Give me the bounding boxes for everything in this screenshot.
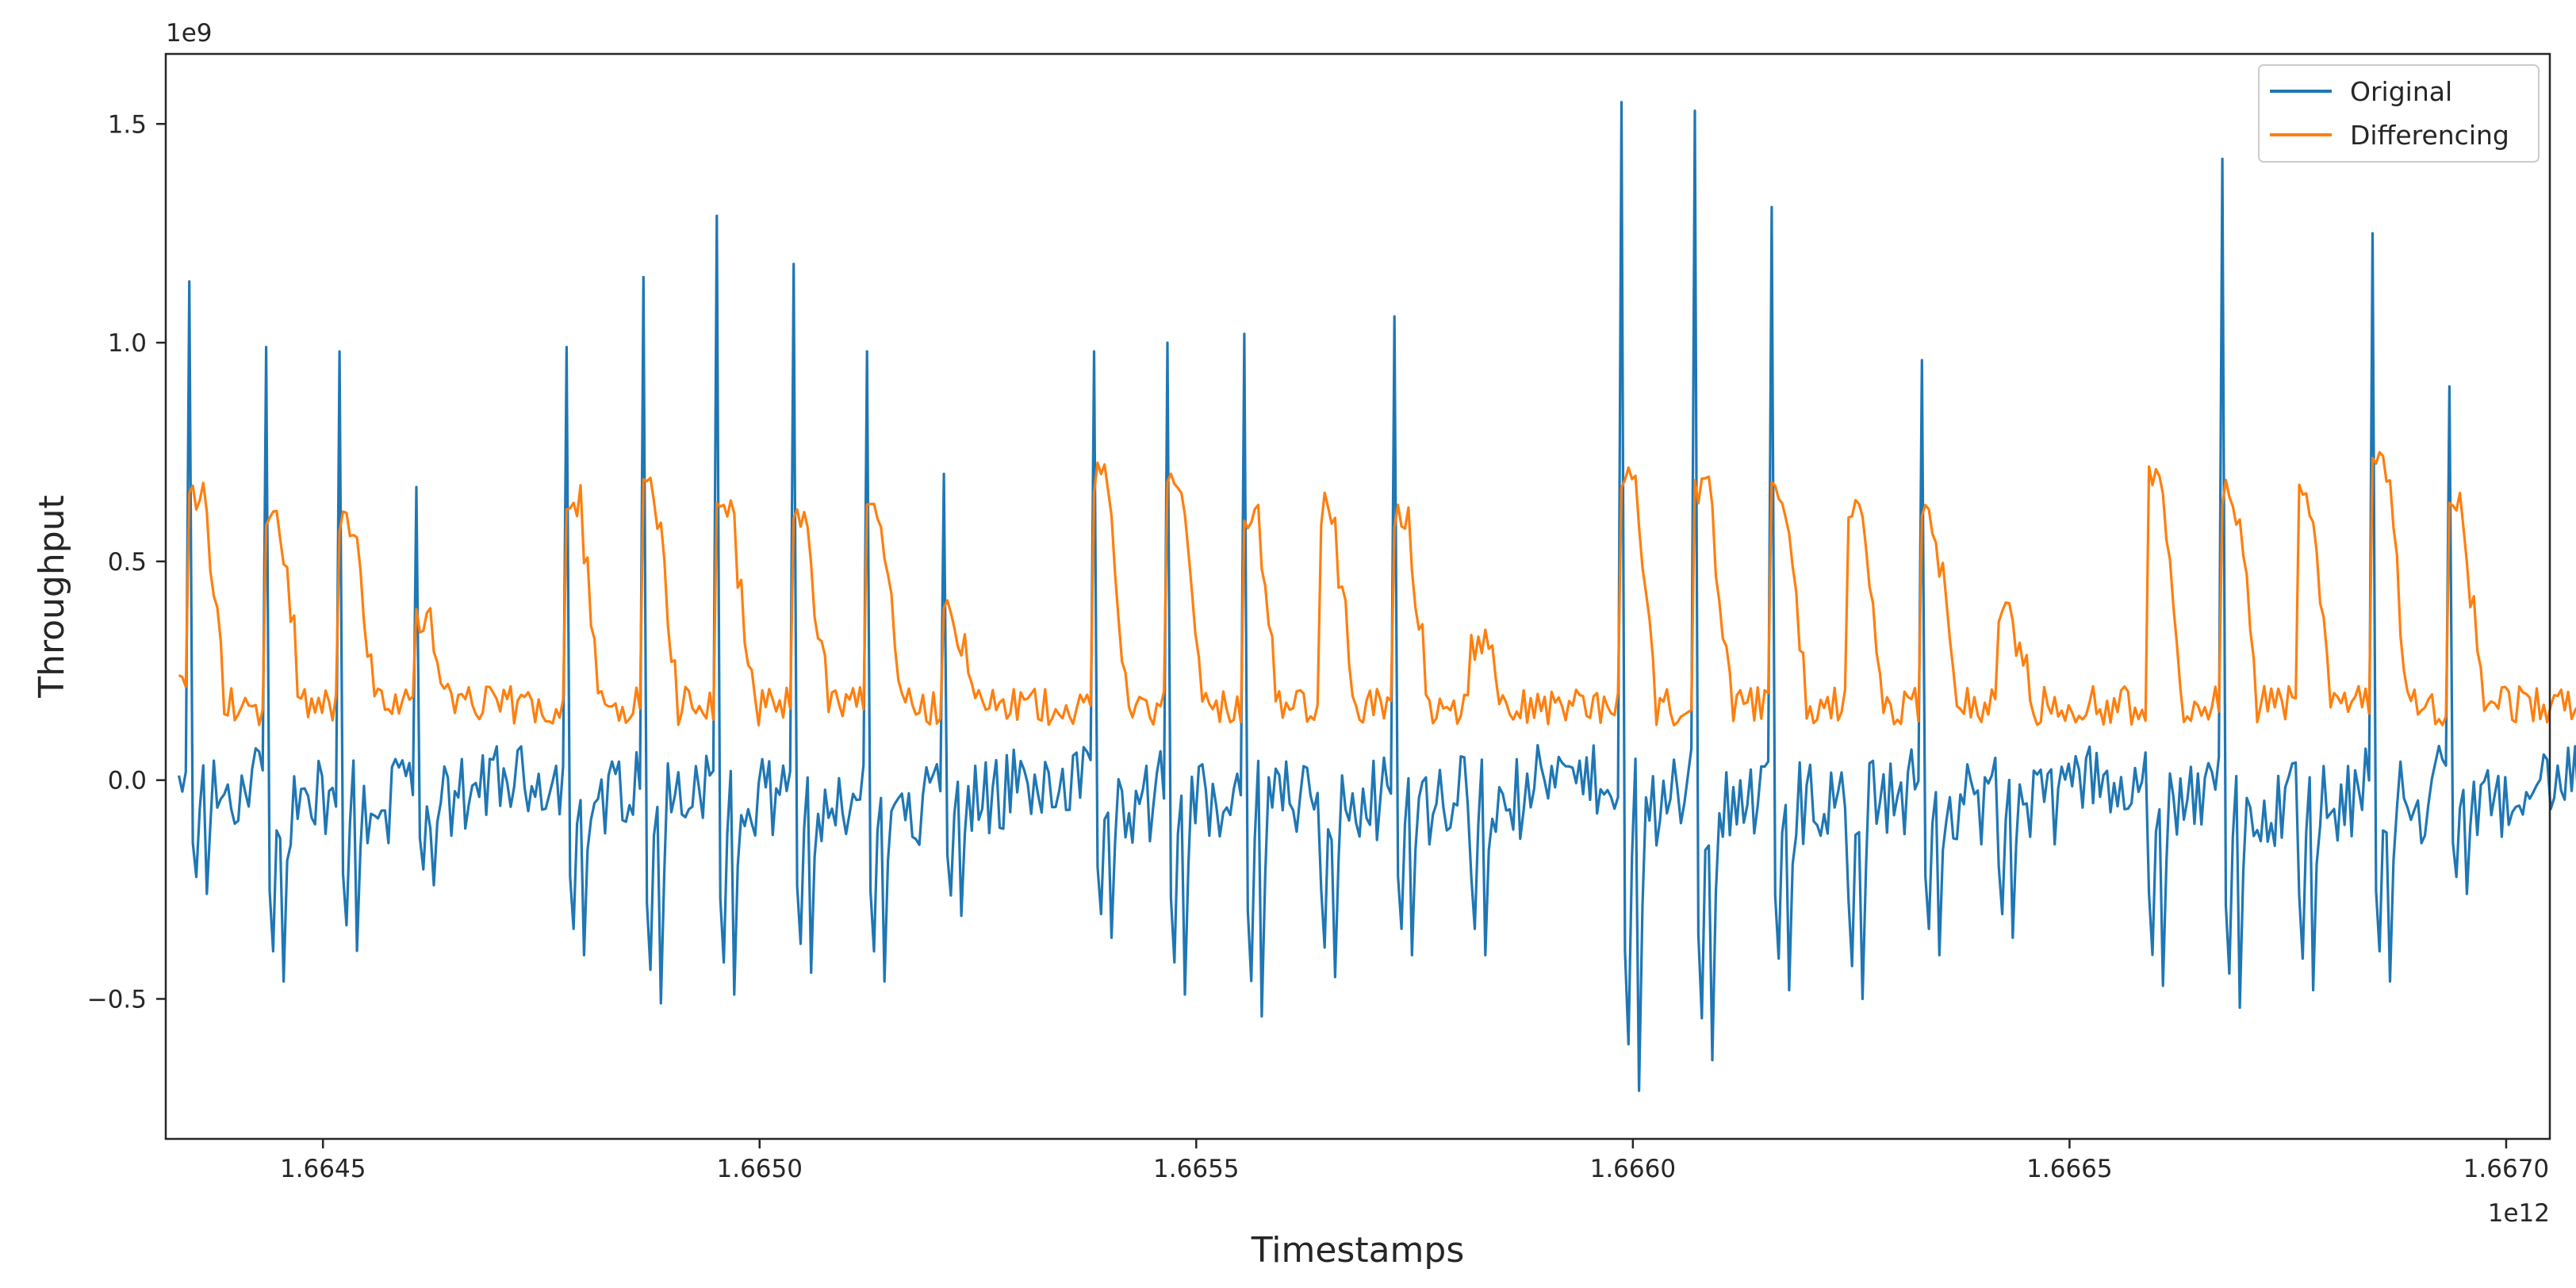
- x-tick-label: 1.6650: [717, 1155, 803, 1183]
- legend: Original Differencing: [2258, 64, 2540, 163]
- legend-label-original: Original: [2350, 76, 2452, 107]
- series-line-original: [177, 101, 2576, 1092]
- x-offset-label: 1e12: [2488, 1199, 2550, 1228]
- y-tick-label: 0.0: [108, 767, 147, 795]
- x-tick-label: 1.6655: [1153, 1155, 1239, 1183]
- x-tick-label: 1.6645: [280, 1155, 366, 1183]
- x-tick-label: 1.6660: [1590, 1155, 1676, 1183]
- plot-frame: [164, 52, 2551, 1140]
- y-tick-label: 1.0: [108, 329, 147, 358]
- x-tick-label: 1.6670: [2463, 1155, 2549, 1183]
- y-tick-label: 0.5: [108, 548, 147, 577]
- y-tick-label: −0.5: [87, 985, 147, 1014]
- y-offset-label: 1e9: [166, 19, 213, 48]
- y-axis-label: Throughput: [32, 495, 72, 699]
- x-tick-label: 1.6665: [2026, 1155, 2112, 1183]
- series-line-differencing: [178, 450, 2576, 726]
- y-tick-label: 1.5: [108, 110, 147, 139]
- x-axis-label: Timestamps: [1251, 1230, 1465, 1271]
- legend-label-differencing: Differencing: [2350, 120, 2509, 151]
- legend-box: [2258, 64, 2540, 163]
